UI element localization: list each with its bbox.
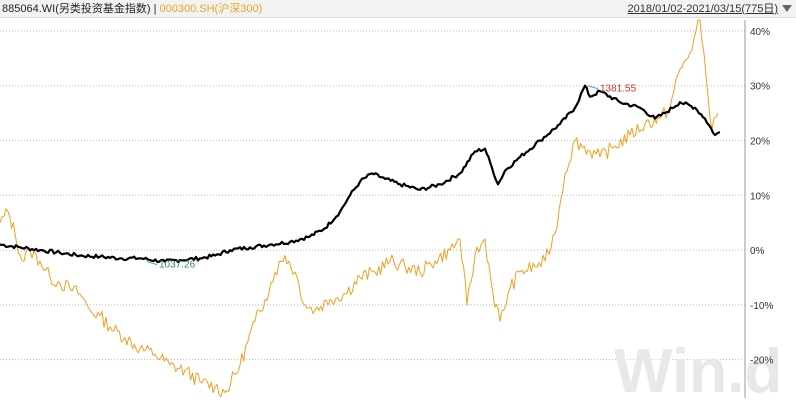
y-tick-label: -20% [750,356,773,367]
legend-series-1[interactable]: 885064.WI(另类投资基金指数) [2,3,151,15]
min-value-label: 1037.26 [159,260,196,271]
min-pointer [146,261,158,266]
y-tick-label: 20% [750,137,770,148]
series-line-000300.SH [0,19,719,397]
chevron-down-icon[interactable] [782,5,792,12]
legend-series-2[interactable]: 000300.SH(沪深300) [159,3,263,15]
watermark-text: Win.d [614,337,782,401]
date-range-selector[interactable]: 2018/01/02-2021/03/15(775日) [627,3,778,15]
gridlines [0,30,745,361]
y-axis: 40% 30% 20% 10% 0% -10% -20% [744,20,773,398]
series-line-885064.WI [0,84,721,264]
y-tick-label: -10% [750,301,773,312]
series-legend: 885064.WI(另类投资基金指数) | 000300.SH(沪深300) [2,2,262,16]
chart-header: 885064.WI(另类投资基金指数) | 000300.SH(沪深300) 2… [0,0,796,18]
max-value-label: 1381.55 [600,84,637,95]
series-group [0,19,721,397]
y-tick-label: 30% [750,82,770,93]
max-pointer [587,85,599,90]
extreme-annotations: 1381.55 1037.26 [146,84,637,271]
y-tick-label: 10% [750,191,770,202]
y-tick-label: 40% [750,27,770,38]
legend-separator: | [150,3,160,15]
y-tick-label: 0% [750,246,765,257]
